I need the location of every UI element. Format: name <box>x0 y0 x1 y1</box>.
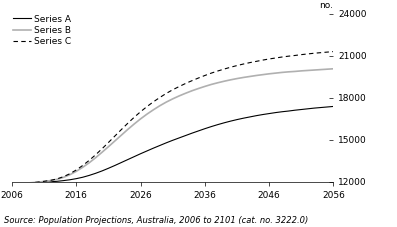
Series B <box>106 145 111 148</box>
Series A <box>222 121 227 124</box>
Series C <box>222 68 227 70</box>
Series C <box>325 51 330 54</box>
Series B <box>241 76 246 79</box>
Series C <box>241 63 246 65</box>
Series A <box>80 176 85 179</box>
Series B <box>331 67 336 70</box>
Text: no.: no. <box>320 1 333 10</box>
Series A <box>10 182 14 185</box>
Series B <box>112 140 117 142</box>
Series C <box>10 182 14 185</box>
Series B <box>325 68 330 71</box>
Series A <box>106 167 111 170</box>
Series B <box>80 166 85 169</box>
Text: Source: Population Projections, Australia, 2006 to 2101 (cat. no. 3222.0): Source: Population Projections, Australi… <box>4 216 308 225</box>
Line: Series B: Series B <box>12 69 333 184</box>
Line: Series A: Series A <box>12 106 333 184</box>
Series A <box>331 105 336 108</box>
Series A <box>241 117 246 120</box>
Series B <box>222 80 227 83</box>
Series C <box>331 50 336 53</box>
Series C <box>112 135 117 138</box>
Series A <box>112 164 117 167</box>
Legend: Series A, Series B, Series C: Series A, Series B, Series C <box>13 15 71 46</box>
Series C <box>80 164 85 167</box>
Series A <box>325 106 330 108</box>
Series B <box>10 182 14 185</box>
Line: Series C: Series C <box>12 52 333 184</box>
Series C <box>106 141 111 144</box>
